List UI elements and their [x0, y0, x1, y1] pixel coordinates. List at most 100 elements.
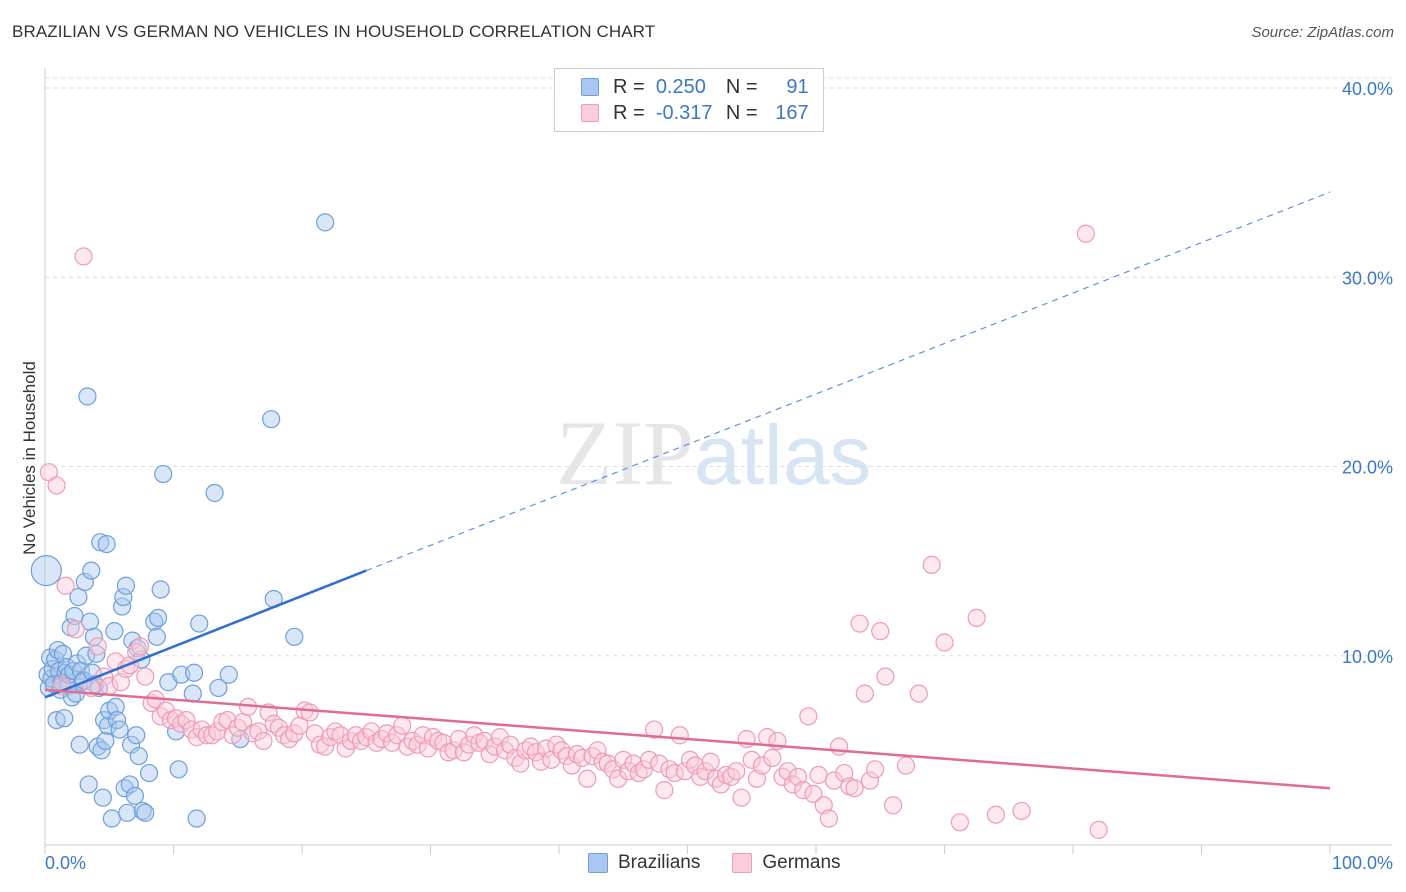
- point-brazilians: [93, 788, 112, 807]
- point-brazilians: [69, 587, 88, 607]
- point-germans: [393, 716, 412, 735]
- point-germans: [871, 622, 890, 641]
- point-germans: [922, 555, 941, 575]
- point-germans: [691, 767, 710, 786]
- point-germans: [883, 796, 903, 815]
- point-brazilians: [139, 763, 159, 783]
- point-brazilians: [92, 741, 111, 760]
- point-germans: [644, 720, 664, 739]
- point-germans: [583, 746, 602, 766]
- point-brazilians: [98, 716, 118, 735]
- point-brazilians: [129, 746, 148, 766]
- point-germans: [1012, 801, 1031, 821]
- point-germans: [1089, 820, 1108, 839]
- point-brazilians: [136, 803, 155, 822]
- grid-lines: [45, 77, 1392, 657]
- legend-label-germans: Germans: [762, 852, 841, 873]
- point-brazilians: [30, 554, 62, 587]
- legend-row-germans: R = -0.317 N = 167: [581, 101, 809, 125]
- point-brazilians: [151, 580, 170, 599]
- point-germans: [967, 608, 986, 628]
- point-germans: [197, 726, 217, 745]
- point-brazilians: [91, 533, 110, 552]
- point-germans: [74, 247, 93, 266]
- point-germans: [495, 741, 515, 760]
- legend-n-label: N =: [725, 101, 758, 124]
- point-brazilians: [106, 697, 125, 716]
- point-germans: [896, 756, 916, 775]
- point-brazilians: [110, 720, 129, 739]
- point-germans: [578, 769, 597, 788]
- legend-r-value: 0.250: [655, 75, 706, 98]
- point-germans: [280, 729, 299, 749]
- point-germans: [408, 735, 427, 754]
- point-germans: [706, 769, 725, 788]
- point-germans: [177, 710, 196, 730]
- legend-r-label: R =: [613, 75, 645, 98]
- point-brazilians: [219, 665, 238, 684]
- point-germans: [208, 722, 227, 741]
- point-germans: [680, 750, 700, 769]
- point-germans: [909, 684, 928, 703]
- watermark: ZIPatlas: [556, 400, 871, 506]
- y-tick-label: 30.0%: [1342, 268, 1393, 288]
- point-germans: [151, 707, 170, 726]
- point-germans: [614, 750, 633, 769]
- point-brazilians: [190, 614, 209, 633]
- point-germans: [485, 737, 504, 756]
- point-brazilians: [55, 709, 74, 728]
- point-brazilians: [97, 534, 116, 554]
- point-germans: [552, 741, 571, 760]
- point-germans: [192, 720, 211, 739]
- point-brazilians: [105, 622, 124, 641]
- point-germans: [372, 729, 391, 749]
- point-germans: [732, 788, 751, 807]
- tick-labels: 10.0% 20.0% 30.0% 40.0% 0.0% 100.0%: [45, 79, 1393, 873]
- point-germans: [130, 637, 150, 656]
- y-axis-label: No Vehicles in Household: [20, 361, 39, 555]
- point-germans: [655, 781, 674, 800]
- point-germans: [521, 737, 540, 756]
- trend-line-brazilians-extension: [366, 191, 1331, 572]
- series-legend: Brazilians Germans: [588, 852, 873, 874]
- point-germans: [819, 809, 838, 828]
- point-germans: [763, 748, 782, 768]
- point-brazilians: [114, 587, 133, 607]
- axes: [44, 68, 1392, 854]
- point-germans: [341, 731, 360, 751]
- legend-n-value: 167: [775, 101, 809, 124]
- point-brazilians: [262, 410, 281, 429]
- point-germans: [830, 737, 849, 756]
- point-germans: [56, 576, 75, 595]
- point-germans: [727, 762, 746, 781]
- point-brazilians: [75, 572, 94, 592]
- point-brazilians: [127, 726, 146, 745]
- point-brazilians: [205, 483, 224, 503]
- point-brazilians: [96, 731, 115, 751]
- watermark-atlas: atlas: [694, 408, 872, 502]
- point-germans: [609, 769, 628, 788]
- point-germans: [794, 781, 813, 800]
- legend-n-label: N =: [725, 75, 758, 98]
- point-brazilians: [133, 801, 152, 821]
- legend-r-value: -0.317: [655, 101, 713, 124]
- trend-lines: [44, 191, 1331, 790]
- point-germans: [254, 731, 273, 751]
- point-brazilians: [285, 627, 304, 646]
- legend-row-brazilians: R = 0.250 N = 91: [581, 75, 809, 99]
- legend-r-label: R =: [613, 101, 645, 124]
- legend-swatch-germans: [581, 104, 599, 122]
- point-germans: [809, 765, 828, 785]
- point-germans: [860, 771, 880, 790]
- point-germans: [639, 750, 659, 769]
- point-germans: [88, 637, 107, 656]
- point-germans: [526, 743, 545, 762]
- point-germans: [850, 614, 869, 633]
- point-brazilians: [116, 576, 136, 595]
- x-tick-label-max: 100.0%: [1332, 853, 1393, 873]
- point-germans: [300, 703, 319, 722]
- point-germans: [547, 735, 566, 754]
- point-brazilians: [118, 803, 137, 822]
- point-brazilians: [79, 775, 98, 794]
